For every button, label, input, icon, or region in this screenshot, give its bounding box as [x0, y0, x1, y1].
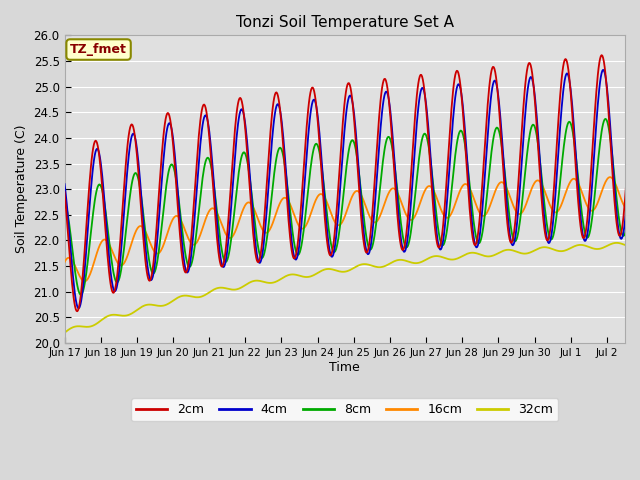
Title: Tonzi Soil Temperature Set A: Tonzi Soil Temperature Set A — [236, 15, 454, 30]
X-axis label: Time: Time — [330, 360, 360, 373]
Y-axis label: Soil Temperature (C): Soil Temperature (C) — [15, 125, 28, 253]
Text: TZ_fmet: TZ_fmet — [70, 43, 127, 56]
Legend: 2cm, 4cm, 8cm, 16cm, 32cm: 2cm, 4cm, 8cm, 16cm, 32cm — [131, 398, 558, 421]
